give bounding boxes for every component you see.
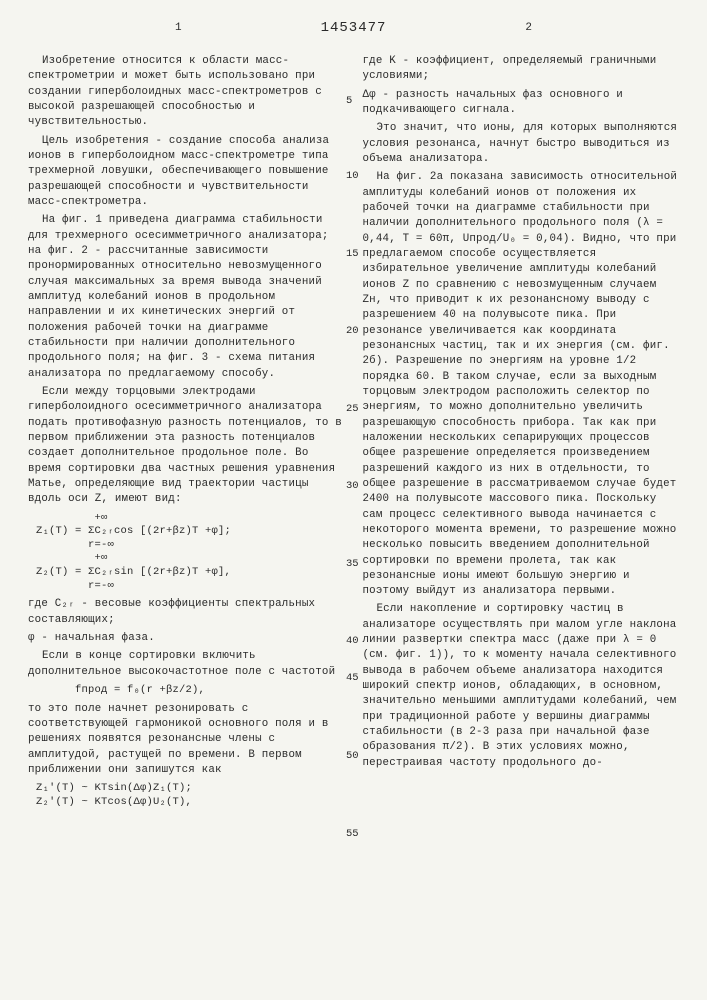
- line-number: 55: [346, 828, 359, 840]
- paragraph: Это значит, что ионы, для которых выполн…: [363, 121, 680, 167]
- where-clause: Δφ - разность начальных фаз основного и …: [363, 88, 680, 119]
- line-number: 5: [346, 95, 352, 107]
- line-number: 50: [346, 750, 359, 762]
- formula-fprod: fпрод = f₀(r +βz/2),: [36, 684, 345, 698]
- line-number: 10: [346, 170, 359, 182]
- doc-number: 1453477: [28, 20, 679, 36]
- where-clause: где C₂ᵣ - весовые коэффициенты спектраль…: [28, 597, 345, 628]
- line-number: 25: [346, 403, 359, 415]
- paragraph: Цель изобретения - создание способа анал…: [28, 134, 345, 211]
- paragraph: то это поле начнет резонировать с соотве…: [28, 702, 345, 779]
- patent-page: 1 2 1453477 Изобретение относится к обла…: [0, 0, 707, 1000]
- right-column: где K - коэффициент, определяемый гранич…: [363, 54, 680, 814]
- paragraph: Если накопление и сортировку частиц в ан…: [363, 602, 680, 771]
- formula-z1: +∞ Z₁(T) = ΣC₂ᵣcos [(2r+βz)T +φ]; r=-∞ +…: [36, 512, 345, 594]
- paragraph: На фиг. 2а показана зависимость относите…: [363, 170, 680, 599]
- where-clause: где K - коэффициент, определяемый гранич…: [363, 54, 680, 85]
- left-column: Изобретение относится к области масс-спе…: [28, 54, 345, 814]
- line-number: 35: [346, 558, 359, 570]
- paragraph: Если в конце сортировки включить дополни…: [28, 649, 345, 680]
- paragraph: Если между торцовыми электродами гипербо…: [28, 385, 345, 508]
- col-num-right: 2: [525, 22, 532, 34]
- line-number: 15: [346, 248, 359, 260]
- col-num-left: 1: [175, 22, 182, 34]
- line-number: 45: [346, 672, 359, 684]
- line-number: 20: [346, 325, 359, 337]
- line-number: 40: [346, 635, 359, 647]
- where-clause: φ - начальная фаза.: [28, 631, 345, 646]
- line-number: 30: [346, 480, 359, 492]
- paragraph: Изобретение относится к области масс-спе…: [28, 54, 345, 131]
- paragraph: На фиг. 1 приведена диаграмма стабильнос…: [28, 213, 345, 382]
- formula-z1prime: Z₁'(T) ~ KTsin(Δφ)Z₁(T); Z₂'(T) ~ KTcos(…: [36, 782, 345, 809]
- two-column-body: Изобретение относится к области масс-спе…: [28, 54, 679, 814]
